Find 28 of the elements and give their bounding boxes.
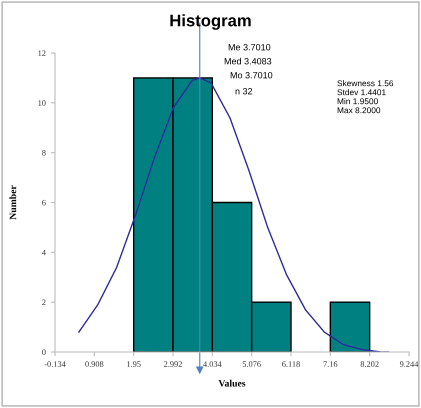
y-tick-label: 12: [38, 50, 46, 56]
y-tick-label: 8: [42, 150, 46, 156]
annotation: Mo 3.7010: [230, 72, 272, 78]
annotation: Min 1.9500: [338, 98, 378, 104]
x-tick-label: 4.034: [203, 361, 222, 367]
annotation: n 32: [236, 88, 252, 94]
x-tick-label: 7.16: [324, 361, 338, 367]
text: Me 3.7010: [228, 44, 270, 50]
x-tick-label: -0.134: [44, 361, 66, 367]
chart-title: Histogram: [170, 14, 251, 30]
annotation: Stdev 1.4401: [337, 89, 386, 96]
y-tick-label: 4: [42, 250, 46, 256]
y-tick-label: 10: [38, 100, 46, 106]
x-tick-label: 0.908: [85, 361, 104, 367]
annotation: Skewness 1.56: [337, 80, 394, 86]
x-tick-label: 2.992: [164, 361, 182, 367]
y-axis-title: Number: [9, 185, 16, 220]
x-axis-title: Values: [218, 380, 246, 387]
y-tick-label: 0: [42, 349, 46, 355]
annotation: Med 3.4083: [224, 58, 272, 64]
annotation: Max 8.2000: [338, 107, 380, 114]
x-tick-label: 5.076: [242, 361, 261, 367]
y-tick-label: 2: [42, 300, 46, 306]
x-tick-label: 8.202: [360, 361, 379, 367]
x-tick-label: 9.244: [400, 361, 418, 367]
y-tick-label: 6: [42, 200, 46, 206]
x-tick-label: 6.118: [282, 361, 300, 367]
x-tick-label: 1.95: [127, 361, 141, 367]
